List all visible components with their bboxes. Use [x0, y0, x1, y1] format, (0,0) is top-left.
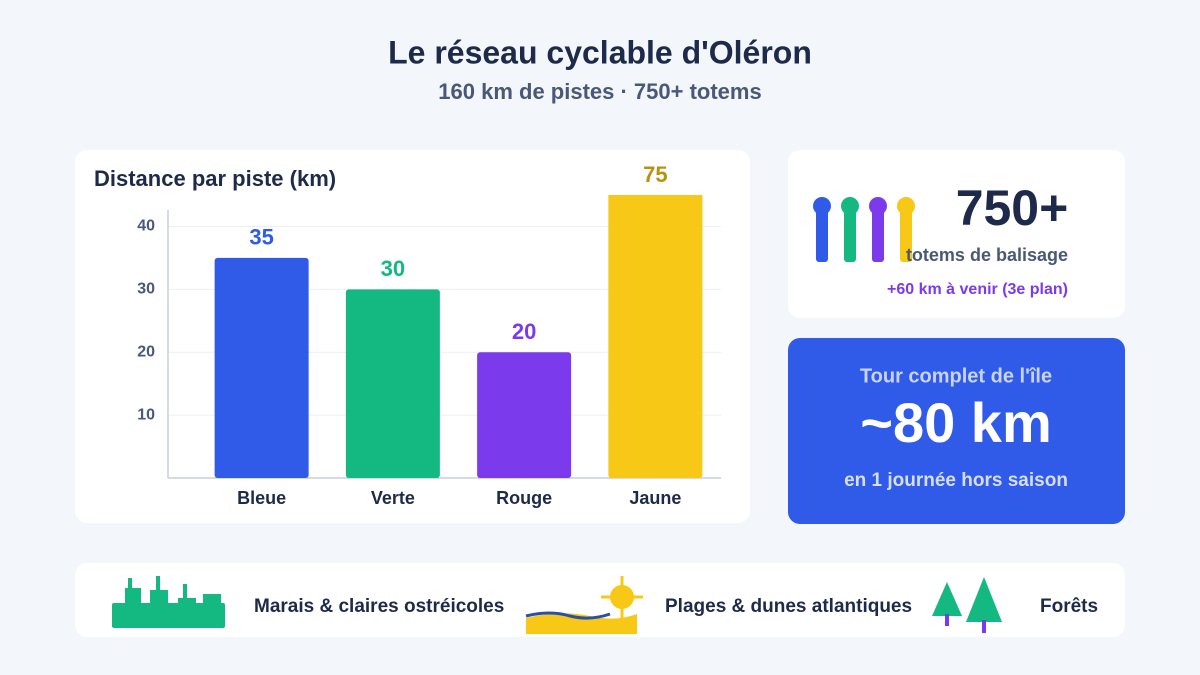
totems-note: +60 km à venir (3e plan) — [887, 281, 1068, 298]
tour-card — [788, 338, 1125, 524]
bar — [214, 257, 309, 478]
totem-icons — [813, 197, 915, 262]
bar — [608, 195, 703, 478]
landscape-label: Plages & dunes atlantiques — [665, 596, 912, 617]
x-tick-label: Rouge — [496, 488, 552, 508]
x-tick-label: Jaune — [629, 488, 681, 508]
x-tick-label: Bleue — [237, 488, 286, 508]
landscape-label: Forêts — [1040, 596, 1098, 617]
x-tick-label: Verte — [371, 488, 415, 508]
landscape-label: Marais & claires ostréicoles — [254, 596, 504, 617]
totems-value: 750+ — [956, 180, 1069, 236]
chart: 10 20 30 40 Bleue 35 Verte 30 Rouge 20 Jaune 75 — [137, 162, 721, 508]
landscape-card — [75, 563, 1125, 637]
y-tick-label: 20 — [137, 343, 155, 360]
y-tick-label: 10 — [137, 406, 155, 423]
bar — [345, 289, 440, 478]
chart-title: Distance par piste (km) — [94, 166, 336, 191]
value-label: 35 — [249, 225, 273, 250]
bar — [477, 352, 572, 478]
totems-card — [788, 150, 1125, 318]
totems-label: totems de balisage — [906, 245, 1068, 265]
tour-value: ~80 km — [860, 391, 1052, 454]
tour-note: en 1 journée hors saison — [844, 470, 1068, 491]
title: Le réseau cyclable d'Oléron — [388, 34, 812, 70]
value-label: 20 — [512, 319, 536, 344]
value-label: 30 — [381, 256, 405, 281]
y-tick-label: 40 — [137, 218, 155, 235]
value-label: 75 — [643, 162, 667, 187]
marsh-icon — [112, 576, 225, 628]
beach-icon — [525, 576, 643, 634]
forest-icon — [932, 577, 1002, 633]
subtitle: 160 km de pistes · 750+ totems — [438, 79, 761, 104]
tour-label: Tour complet de l'île — [860, 365, 1052, 387]
y-tick-label: 30 — [137, 281, 155, 298]
plot-area — [214, 195, 703, 478]
